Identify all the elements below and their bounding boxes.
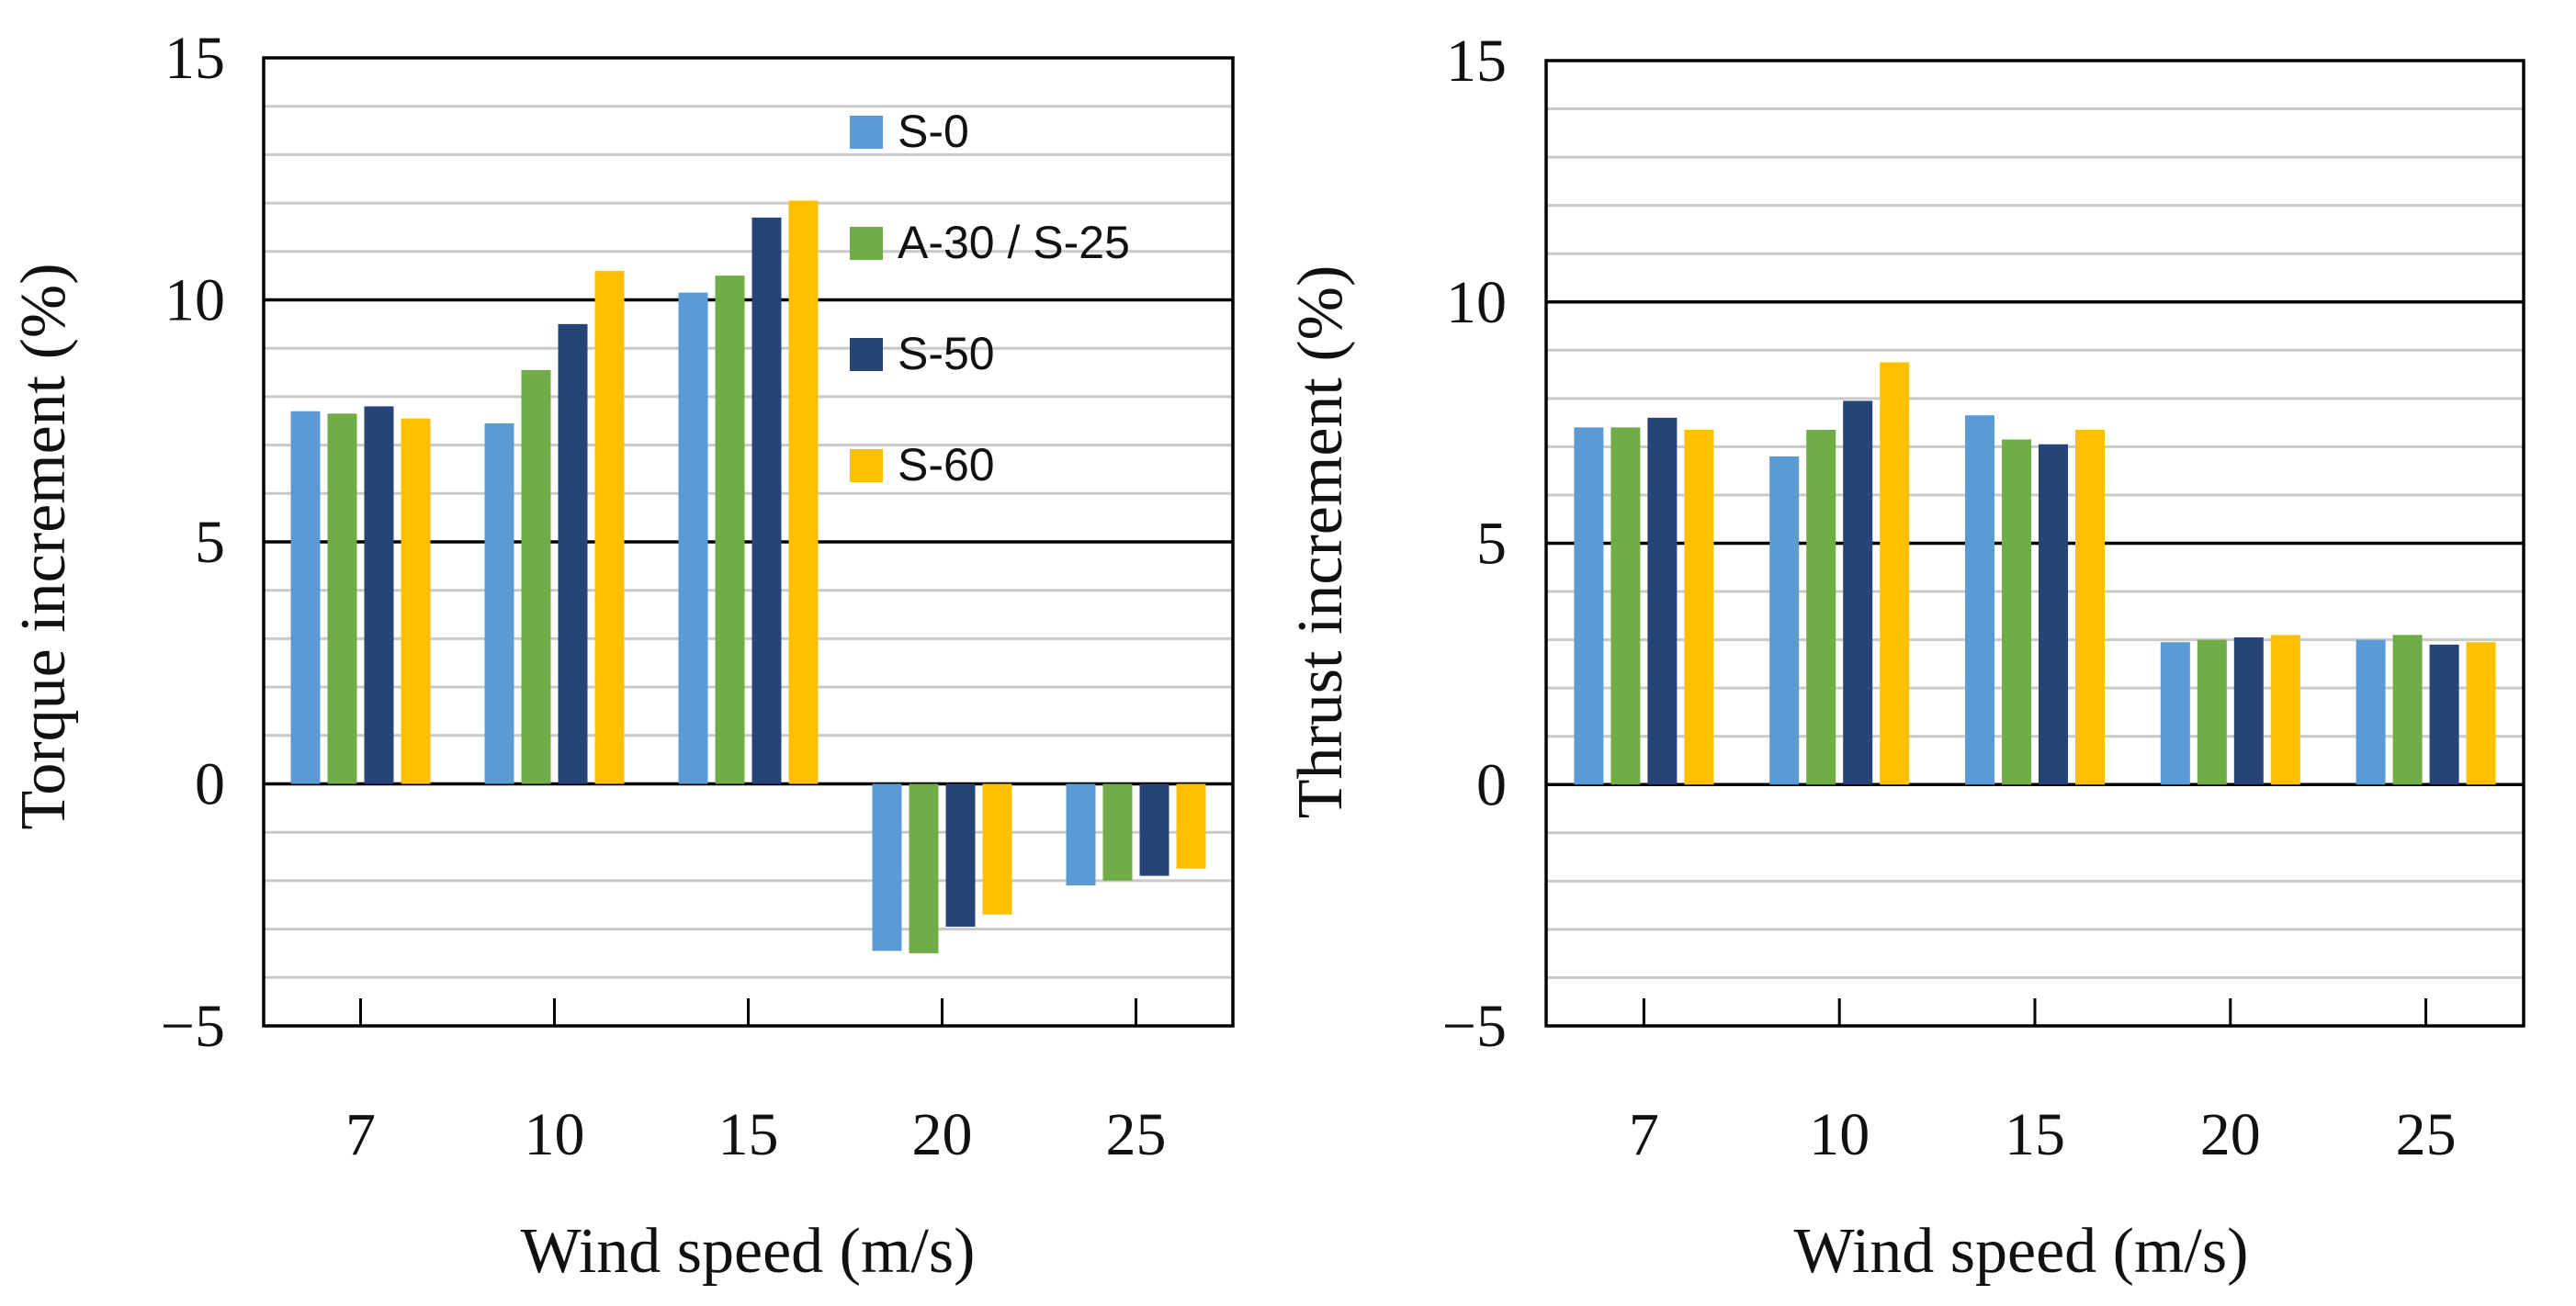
y-tick-label: 5 bbox=[1476, 511, 1507, 578]
bar-a-30-s-25-15 bbox=[2002, 439, 2031, 785]
legend-swatch bbox=[850, 338, 883, 371]
x-axis-title: Wind speed (m/s) bbox=[521, 1216, 976, 1287]
bar-s-0-7 bbox=[1574, 427, 1604, 785]
bar-s-50-15 bbox=[751, 217, 782, 784]
x-tick-label: 20 bbox=[912, 1101, 973, 1168]
y-axis-title: Thrust increment (%) bbox=[1285, 265, 1356, 819]
legend-swatch bbox=[850, 227, 883, 260]
bar-s-0-10 bbox=[484, 422, 514, 784]
bar-s-0-25 bbox=[1066, 783, 1096, 886]
bar-s-50-25 bbox=[2429, 644, 2459, 785]
x-tick-label: 15 bbox=[2005, 1101, 2065, 1168]
y-tick-label: −5 bbox=[161, 993, 225, 1060]
bar-a-30-s-25-10 bbox=[521, 369, 551, 784]
chart-thrust: 15 10 5 0 −5 7 10 15 20 25 Wind speed (m/s) Thrust … bbox=[1285, 28, 2525, 1287]
bar-s-60-7 bbox=[401, 418, 431, 784]
legend-swatch bbox=[850, 116, 883, 149]
x-tick-label: 20 bbox=[2200, 1101, 2261, 1168]
bar-s-50-10 bbox=[558, 323, 588, 784]
legend: S-0 A-30 / S-25 S-50 S-60 bbox=[850, 106, 1130, 490]
bar-s-60-15 bbox=[788, 200, 819, 784]
bar-a-30-s-25-25 bbox=[1102, 783, 1133, 881]
legend-label: S-0 bbox=[898, 106, 969, 157]
bar-s-50-7 bbox=[1647, 417, 1678, 785]
legend-label: S-50 bbox=[898, 328, 995, 379]
bar-s-0-25 bbox=[2356, 639, 2386, 785]
x-tick-label: 15 bbox=[718, 1101, 779, 1168]
y-tick-label: 5 bbox=[195, 509, 225, 576]
y-axis-title: Torque increment (%) bbox=[8, 263, 79, 829]
bar-a-30-s-25-25 bbox=[2392, 635, 2423, 785]
legend-label: S-60 bbox=[898, 439, 995, 490]
y-tick-label: 15 bbox=[1446, 28, 1507, 95]
bar-s-60-25 bbox=[2466, 642, 2496, 785]
y-tick-label: 0 bbox=[1476, 751, 1507, 818]
y-tick-label: 10 bbox=[164, 267, 225, 334]
bar-a-30-s-25-15 bbox=[715, 276, 745, 784]
bar-s-0-20 bbox=[2160, 642, 2190, 785]
y-tick-label: 15 bbox=[164, 25, 225, 92]
chart-torque: 15 10 5 0 −5 7 10 15 20 25 Wind speed (m/s) Torque … bbox=[8, 25, 1235, 1287]
bar-s-50-10 bbox=[1843, 400, 1873, 785]
bar-s-60-15 bbox=[2075, 430, 2105, 785]
y-tick-label: 10 bbox=[1446, 269, 1507, 336]
x-tick-label: 10 bbox=[525, 1101, 585, 1168]
bar-s-50-20 bbox=[2233, 636, 2264, 785]
bar-s-0-15 bbox=[678, 292, 708, 784]
bar-s-0-15 bbox=[1965, 415, 1994, 785]
x-tick-label: 10 bbox=[1809, 1101, 1870, 1168]
x-axis-title: Wind speed (m/s) bbox=[1794, 1216, 2249, 1287]
x-tick-label: 25 bbox=[1106, 1101, 1167, 1168]
bar-a-30-s-25-20 bbox=[909, 783, 939, 953]
bar-a-30-s-25-7 bbox=[1610, 427, 1641, 785]
bar-s-60-7 bbox=[1684, 430, 1714, 785]
bar-s-60-25 bbox=[1176, 783, 1206, 869]
x-tick-label: 7 bbox=[345, 1101, 376, 1168]
y-tick-label: −5 bbox=[1442, 993, 1507, 1060]
bar-s-0-20 bbox=[872, 783, 902, 951]
legend-swatch bbox=[850, 449, 883, 482]
bar-s-50-7 bbox=[364, 406, 394, 784]
y-tick-label: 0 bbox=[195, 751, 225, 818]
bar-s-60-20 bbox=[982, 783, 1012, 915]
bar-s-0-10 bbox=[1769, 456, 1800, 785]
bar-a-30-s-25-7 bbox=[327, 413, 357, 784]
bar-s-50-15 bbox=[2039, 444, 2068, 785]
x-tick-label: 25 bbox=[2396, 1101, 2457, 1168]
bar-s-60-10 bbox=[1880, 362, 1910, 785]
bar-a-30-s-25-20 bbox=[2197, 639, 2227, 785]
bar-s-60-10 bbox=[594, 270, 625, 784]
bar-s-50-25 bbox=[1139, 783, 1169, 876]
bar-s-50-20 bbox=[945, 783, 976, 927]
x-tick-label: 7 bbox=[1629, 1101, 1659, 1168]
bar-s-0-7 bbox=[290, 411, 321, 784]
bar-s-60-20 bbox=[2270, 635, 2300, 785]
bar-a-30-s-25-10 bbox=[1806, 430, 1836, 785]
legend-label: A-30 / S-25 bbox=[898, 217, 1130, 268]
